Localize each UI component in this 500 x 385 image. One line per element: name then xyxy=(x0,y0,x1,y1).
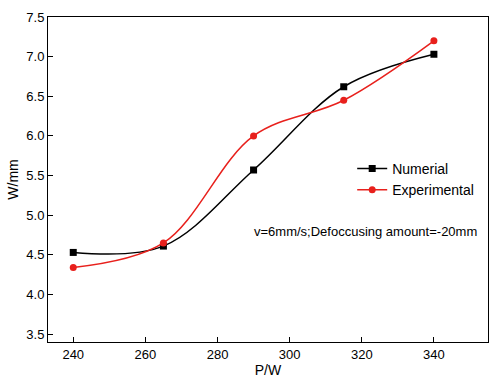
svg-text:7.0: 7.0 xyxy=(26,49,44,64)
svg-text:5.0: 5.0 xyxy=(26,208,44,223)
svg-text:320: 320 xyxy=(351,347,373,362)
svg-text:6.0: 6.0 xyxy=(26,128,44,143)
svg-text:340: 340 xyxy=(423,347,445,362)
svg-text:5.5: 5.5 xyxy=(26,168,44,183)
svg-text:3.5: 3.5 xyxy=(26,327,44,342)
svg-text:4.0: 4.0 xyxy=(26,287,44,302)
svg-text:300: 300 xyxy=(279,347,301,362)
svg-text:4.5: 4.5 xyxy=(26,247,44,262)
svg-text:v=6mm/s;Defoccusing amount=-20: v=6mm/s;Defoccusing amount=-20mm xyxy=(254,224,477,239)
svg-text:7.5: 7.5 xyxy=(26,10,44,25)
svg-text:P/W: P/W xyxy=(255,362,282,378)
svg-text:6.5: 6.5 xyxy=(26,89,44,104)
svg-text:240: 240 xyxy=(62,347,84,362)
svg-text:280: 280 xyxy=(207,347,229,362)
svg-text:260: 260 xyxy=(135,347,157,362)
svg-text:Experimental: Experimental xyxy=(392,182,474,198)
svg-text:W/mm: W/mm xyxy=(5,159,21,199)
svg-text:Numerial: Numerial xyxy=(392,161,448,177)
